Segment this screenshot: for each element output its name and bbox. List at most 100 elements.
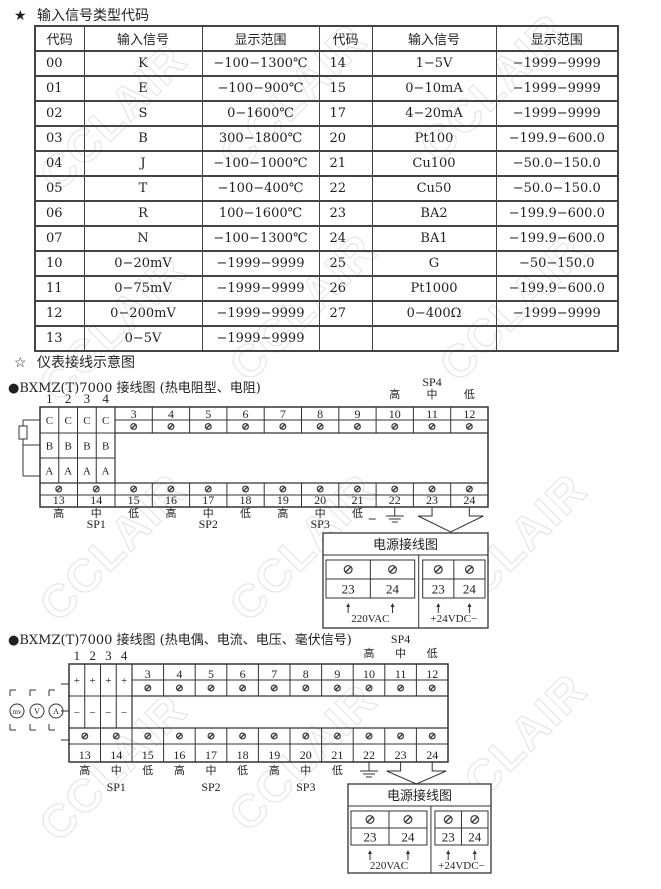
up-arrow-head-icon xyxy=(472,850,477,854)
screw-terminal-icon xyxy=(428,684,436,692)
screw-slot xyxy=(466,486,472,492)
arrow-to-power-diagram-icon xyxy=(386,762,447,785)
power-terminal-number: 24 xyxy=(468,830,482,845)
screw-terminal-icon xyxy=(302,684,310,692)
code-cell: 06 xyxy=(34,200,85,227)
screw-slot xyxy=(280,424,286,429)
screw-slot xyxy=(271,733,277,739)
range-cell: −100−400℃ xyxy=(201,175,320,202)
signal-cell: 0−10mA xyxy=(371,75,497,102)
setpoint-level-label: 高 xyxy=(277,506,288,520)
signal-cell: N xyxy=(83,225,203,252)
screw-slot xyxy=(131,486,137,492)
screw-terminal-icon xyxy=(365,815,375,824)
screw-slot xyxy=(334,733,340,739)
setpoint-level-label: 低 xyxy=(240,507,251,520)
power-diagram-title: 电源接线图 xyxy=(387,788,452,803)
screw-slot xyxy=(354,424,360,429)
screw-terminal-icon xyxy=(239,732,247,740)
range-cell xyxy=(495,325,619,352)
table-row: 06 R 100−1600℃ 23 BA2 −199.9−600.0 xyxy=(34,200,619,227)
screw-slot xyxy=(429,685,435,691)
signal-cell: Pt1000 xyxy=(371,275,497,302)
screw-terminal-icon xyxy=(470,815,480,824)
setpoint-level-label: 中 xyxy=(111,764,122,777)
screw-terminal-icon xyxy=(428,423,436,430)
screw-slot xyxy=(466,424,472,429)
table-row: 07 N −100−1300℃ 24 BA1 −199.9−600.0 xyxy=(34,225,619,252)
screw-terminal-icon xyxy=(204,423,212,430)
range-cell: −1999−9999 xyxy=(495,50,619,77)
screw-slot xyxy=(56,486,62,492)
millivolt-meter-icon xyxy=(9,703,25,719)
up-arrow-head-icon xyxy=(446,850,451,854)
sp4-level-label: 低 xyxy=(427,647,438,660)
table-header-row: 代码 输入信号 显示范围 代码 输入信号 显示范围 xyxy=(34,25,619,52)
setpoint-label: SP1 xyxy=(87,517,106,531)
bottom-terminal-number: 15 xyxy=(128,493,140,507)
screw-slot xyxy=(429,733,435,739)
screw-slot xyxy=(398,733,404,739)
screw-slot xyxy=(471,816,479,823)
screw-slot xyxy=(243,486,249,492)
input-row-label: + xyxy=(105,675,111,687)
range-cell: −50.0−150.0 xyxy=(495,150,619,177)
code-cell: 24 xyxy=(318,225,373,252)
power-wiring-diagram: 电源接线图 23 24 220VAC 23 24 +24VDC− xyxy=(322,532,489,629)
bottom-terminal-number: 14 xyxy=(90,493,102,507)
setpoint-label: SP2 xyxy=(199,517,218,531)
code-cell: 03 xyxy=(34,125,85,152)
up-arrow-head-icon xyxy=(367,850,372,854)
table-row: 10 0−20mV −1999−9999 25 G −50−150.0 xyxy=(34,250,619,277)
input-row-label: + xyxy=(121,675,127,687)
screw-terminal-icon xyxy=(465,485,473,493)
screw-terminal-icon xyxy=(302,732,310,740)
screw-terminal-icon xyxy=(81,732,89,740)
sp4-level-label: 高 xyxy=(364,646,375,660)
input-signal-code-table: 代码 输入信号 显示范围 代码 输入信号 显示范围 00 K −100−1300℃ 14 1−5V… xyxy=(34,25,619,352)
setpoint-label: SP3 xyxy=(296,780,315,794)
signal-cell: K xyxy=(83,50,203,77)
setpoint-label: SP2 xyxy=(201,780,220,794)
top-terminal-number: 6 xyxy=(243,407,249,421)
power-diagram-title: 电源接线图 xyxy=(373,537,438,552)
arrow-to-power-diagram-icon xyxy=(417,507,484,533)
screw-terminal-icon xyxy=(92,485,100,493)
input-row-label: − xyxy=(90,707,96,719)
range-cell: −100−1300℃ xyxy=(201,225,320,252)
screw-terminal-icon xyxy=(130,485,138,493)
signal-cell: 0−400Ω xyxy=(371,300,497,327)
input-row-label: C xyxy=(46,415,53,427)
diagram1-terminal-block: 1 2 3 4C C C CB B B BA A A A3 4 5 6 7 8 9 10 11 1213高14中15低16… xyxy=(39,375,489,629)
input-terminal-number: 3 xyxy=(84,391,91,406)
setpoint-level-label: 低 xyxy=(352,507,363,520)
screw-terminal-icon xyxy=(175,732,183,740)
range-cell: −1999−9999 xyxy=(495,75,619,102)
code-cell: 10 xyxy=(34,250,85,277)
code-cell: 23 xyxy=(318,200,373,227)
code-cell: 07 xyxy=(34,225,85,252)
screw-slot xyxy=(131,424,137,429)
screw-slot xyxy=(280,486,286,492)
code-cell: 04 xyxy=(34,150,85,177)
top-terminal-number: 6 xyxy=(240,667,246,681)
diagram2-title: BXMZ(T)7000 接线图 (热电偶、电流、电压、毫伏信号) xyxy=(19,633,352,648)
bottom-terminal-number: 19 xyxy=(277,493,289,507)
screw-terminal-icon xyxy=(333,732,341,740)
screw-slot xyxy=(344,566,352,573)
bottom-terminal-number: 20 xyxy=(314,493,326,507)
bottom-terminal-number: 23 xyxy=(395,748,407,762)
column-header: 输入信号 xyxy=(371,25,497,52)
code-cell: 21 xyxy=(318,150,373,177)
up-arrow-head-icon xyxy=(467,603,472,607)
code-cell: 05 xyxy=(34,175,85,202)
table-row: 05 T −100−400℃ 22 Cu50 −50.0−150.0 xyxy=(34,175,619,202)
signal-cell: B xyxy=(83,125,203,152)
wiring-section-title: 仪表接线示意图 xyxy=(37,355,136,371)
top-terminal-number: 5 xyxy=(208,667,214,681)
screw-slot xyxy=(389,566,397,573)
bottom-terminal-number: 17 xyxy=(205,748,217,762)
signal-cell: Pt100 xyxy=(371,125,497,152)
signal-cell: Cu50 xyxy=(371,175,497,202)
top-terminal-number: 8 xyxy=(303,667,309,681)
